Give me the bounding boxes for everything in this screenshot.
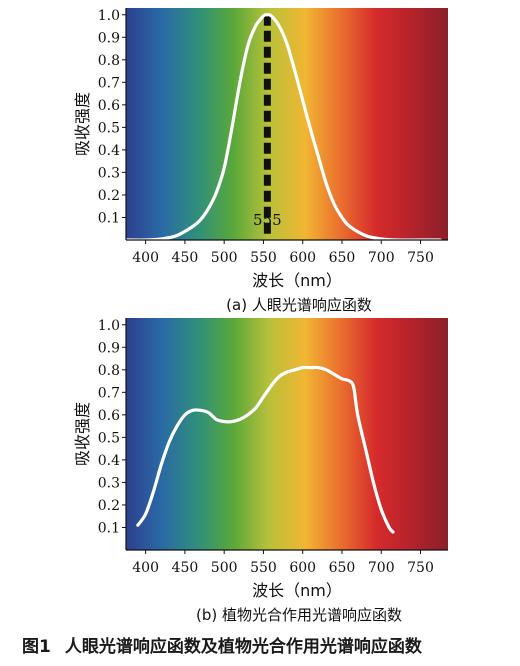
chart-a-y-tick-label: 0.2 xyxy=(98,188,120,204)
chart-a-marker-label: 555 xyxy=(253,211,282,229)
chart-b-y-tick-label: 0.8 xyxy=(98,363,120,379)
chart-b-y-tick-label: 0.2 xyxy=(98,498,120,514)
chart-b-x-tick-label: 700 xyxy=(368,560,395,576)
chart-a-y-tick-label: 0.1 xyxy=(98,210,120,226)
chart-b: 0.1 0.2 0.3 0.4 0.5 0.6 0.7 0.8 0.9 1.0 400 450 500 5… xyxy=(73,318,448,624)
chart-a-y-tick-label: 0.7 xyxy=(98,75,120,91)
chart-a-x-axis-label: 波长（nm） xyxy=(252,271,342,290)
chart-b-caption: (b) 植物光合作用光谱响应函数 xyxy=(196,606,402,624)
chart-b-y-tick-label: 0.6 xyxy=(98,408,120,424)
chart-a-x-tick-label: 700 xyxy=(368,250,395,266)
chart-a-x-tick-label: 450 xyxy=(172,250,199,266)
chart-a-caption: (a) 人眼光谱响应函数 xyxy=(226,296,372,314)
chart-a-y-axis-label: 吸收强度 xyxy=(73,92,92,156)
chart-b-x-tick-label: 650 xyxy=(329,560,356,576)
chart-b-x-tick-label: 450 xyxy=(172,560,199,576)
chart-a-x-tick-label: 600 xyxy=(289,250,316,266)
chart-b-x-tick-label: 600 xyxy=(289,560,316,576)
chart-b-y-tick-label: 0.7 xyxy=(98,385,120,401)
chart-b-y-tick-label: 0.4 xyxy=(98,453,120,469)
chart-a-y-tick-label: 0.5 xyxy=(98,120,120,136)
chart-b-x-tick-label: 400 xyxy=(132,560,159,576)
figure-caption: 图1 人眼光谱响应函数及植物光合作用光谱响应函数 xyxy=(0,631,520,663)
chart-b-y-axis-label: 吸收强度 xyxy=(73,402,92,466)
chart-b-y-tick-label: 0.5 xyxy=(98,430,120,446)
chart-a-series-line xyxy=(124,13,442,242)
chart-a: 555 0.1 0.2 0.3 0.4 0.5 0.6 0.7 0.8 0.9 1.0 400 450… xyxy=(73,8,448,314)
chart-a-x-tick-label: 400 xyxy=(132,250,159,266)
chart-a-y-tick-label: 0.8 xyxy=(98,53,120,69)
chart-b-x-axis-label: 波长（nm） xyxy=(252,581,342,600)
chart-b-y-tick-label: 0.9 xyxy=(98,340,120,356)
chart-b-x-tick-label: 550 xyxy=(250,560,277,576)
chart-a-x-tick-label: 550 xyxy=(250,250,277,266)
chart-b-spectrum-background xyxy=(126,318,448,550)
chart-a-x-tick-label: 750 xyxy=(407,250,434,266)
chart-a-y-tick-label: 0.9 xyxy=(98,30,120,46)
chart-a-y-tick-label: 1.0 xyxy=(98,8,120,24)
chart-b-x-tick-label: 500 xyxy=(211,560,238,576)
figure-number: 图1 xyxy=(22,637,51,657)
chart-b-y-tick-label: 1.0 xyxy=(98,318,120,334)
chart-b-x-tick-label: 750 xyxy=(407,560,434,576)
figure-caption-text: 人眼光谱响应函数及植物光合作用光谱响应函数 xyxy=(64,637,422,657)
chart-b-series-line xyxy=(136,365,395,534)
chart-a-y-tick-label: 0.6 xyxy=(98,98,120,114)
chart-b-y-tick-label: 0.1 xyxy=(98,520,120,536)
chart-a-x-tick-label: 500 xyxy=(211,250,238,266)
chart-a-x-tick-label: 650 xyxy=(329,250,356,266)
chart-a-y-tick-label: 0.4 xyxy=(98,143,120,159)
chart-a-y-tick-label: 0.3 xyxy=(98,165,120,181)
chart-b-y-tick-label: 0.3 xyxy=(98,475,120,491)
